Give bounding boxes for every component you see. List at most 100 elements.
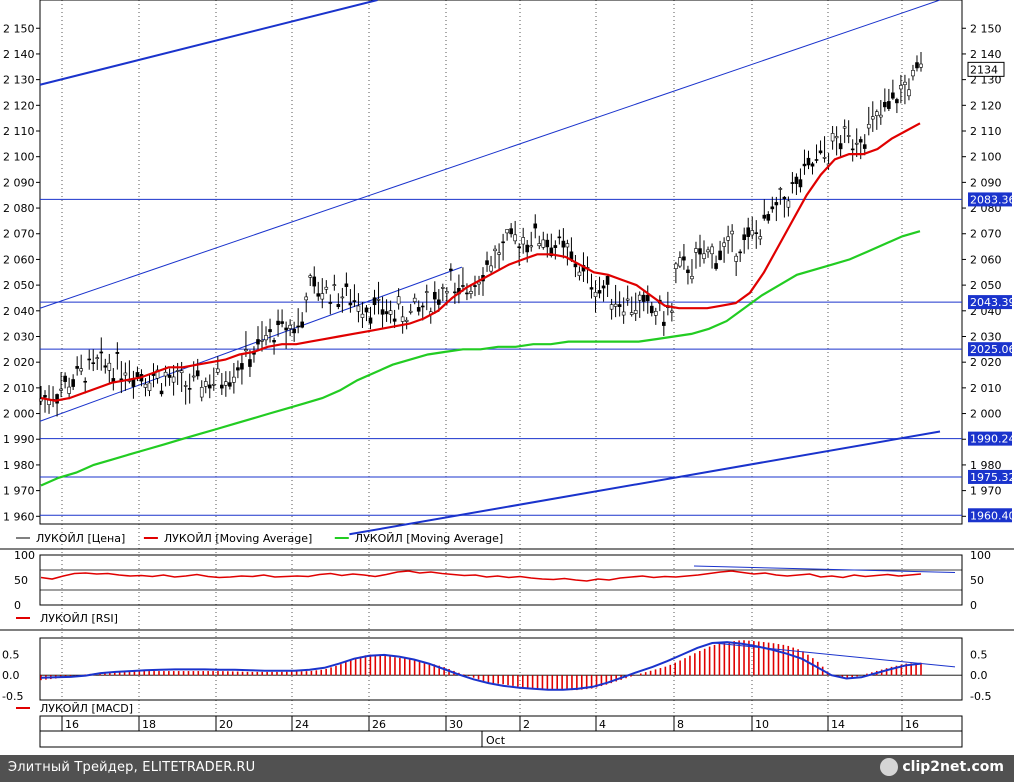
price-candle-13 <box>91 362 96 364</box>
price-candle-124 <box>537 243 542 247</box>
price-candle-57 <box>268 329 272 333</box>
price-candle-184 <box>778 188 783 190</box>
price-candle-73 <box>332 284 337 286</box>
price-candle-23 <box>131 379 136 387</box>
price-candle-209 <box>879 114 883 118</box>
price-candle-95 <box>420 305 425 308</box>
macd-ytick-left-1: 0.0 <box>2 669 20 682</box>
price-candle-149 <box>637 294 642 301</box>
price-candle-152 <box>649 305 654 314</box>
price-candle-7 <box>67 386 71 394</box>
price-candle-30 <box>159 390 164 395</box>
ytick-label-right-10: 2 060 <box>970 253 1002 266</box>
ytick-label-right-14: 2 100 <box>970 151 1002 164</box>
ytick-label-left-0: 1 960 <box>3 510 35 523</box>
trendline-0 <box>39 0 378 86</box>
price-candle-63 <box>292 328 296 334</box>
price-candle-43 <box>211 383 216 386</box>
macd-trendline <box>713 642 956 668</box>
footer-source-text: Элитный Трейдер, ELITETRADER.RU <box>8 760 256 775</box>
price-candle-103 <box>453 291 457 294</box>
price-candle-150 <box>641 294 646 302</box>
macd-ytick-right-1: 0.0 <box>970 669 988 682</box>
price-candle-166 <box>706 249 710 253</box>
price-candle-130 <box>561 240 566 248</box>
ytick-label-left-5: 2 010 <box>3 382 35 395</box>
price-candle-89 <box>396 296 401 305</box>
ytick-label-right-6: 2 020 <box>970 356 1002 369</box>
hline-label-3: 1990.24 <box>970 433 1014 446</box>
price-candle-161 <box>686 269 690 274</box>
xaxis-day-label-4: 26 <box>372 718 386 731</box>
price-candle-70 <box>320 293 325 300</box>
ytick-label-left-19: 2 150 <box>3 22 35 35</box>
price-candle-92 <box>408 310 413 313</box>
price-candle-180 <box>762 214 767 219</box>
price-candle-81 <box>364 307 369 313</box>
price-candle-127 <box>549 247 554 257</box>
price-candle-90 <box>400 316 405 322</box>
price-candle-119 <box>517 246 521 249</box>
price-candle-131 <box>565 243 570 248</box>
price-candle-47 <box>228 382 232 387</box>
xaxis-day-label-5: 30 <box>449 718 463 731</box>
legend-label-0: ЛУКОЙЛ [Цена] <box>36 532 125 545</box>
rsi-ytick-left-2: 100 <box>14 549 35 562</box>
macd-ytick-left-2: 0.5 <box>2 649 20 662</box>
rsi-ytick-right-2: 100 <box>970 549 991 562</box>
clip2net-logo[interactable]: clip2net.com <box>880 758 1004 776</box>
price-candle-71 <box>324 286 329 290</box>
price-candle-5 <box>59 388 63 391</box>
price-candle-207 <box>870 116 875 120</box>
rsi-ytick-right-1: 50 <box>970 574 984 587</box>
ytick-label-left-15: 2 110 <box>3 125 35 138</box>
price-candle-17 <box>107 362 112 371</box>
xaxis-day-label-7: 4 <box>599 718 606 731</box>
ytick-label-right-2: 1 980 <box>970 459 1002 472</box>
price-candle-146 <box>625 298 630 301</box>
price-candle-88 <box>392 318 397 322</box>
price-candle-213 <box>895 99 899 104</box>
ytick-label-right-7: 2 030 <box>970 330 1002 343</box>
price-candle-58 <box>272 340 276 343</box>
ytick-label-left-8: 2 040 <box>3 305 35 318</box>
price-candle-66 <box>304 296 309 301</box>
ytick-label-right-5: 2 010 <box>970 382 1002 395</box>
hline-label-bg-2 <box>968 342 1012 357</box>
price-candle-148 <box>633 310 638 314</box>
hline-label-5: 1960.40 <box>970 509 1014 522</box>
price-candle-94 <box>416 307 421 312</box>
price-candle-193 <box>814 159 819 161</box>
price-candle-107 <box>469 291 473 294</box>
ytick-label-left-13: 2 090 <box>3 176 35 189</box>
price-candle-51 <box>244 349 248 352</box>
price-candle-174 <box>738 251 742 254</box>
price-candle-52 <box>248 359 252 367</box>
price-candle-50 <box>240 363 244 370</box>
ytick-label-left-7: 2 030 <box>3 330 35 343</box>
price-candle-140 <box>601 285 606 289</box>
price-candle-210 <box>883 101 887 108</box>
price-candle-160 <box>682 256 686 261</box>
price-candle-84 <box>376 298 381 301</box>
price-candle-212 <box>891 92 895 99</box>
price-candle-86 <box>384 311 389 315</box>
ytick-label-left-3: 1 990 <box>3 433 35 446</box>
ytick-label-left-14: 2 100 <box>3 151 35 164</box>
price-candle-139 <box>597 290 602 294</box>
price-candle-10 <box>79 368 83 372</box>
price-candle-31 <box>163 371 168 377</box>
price-candle-4 <box>55 394 59 404</box>
price-candle-35 <box>179 370 184 374</box>
price-candle-48 <box>232 376 236 383</box>
price-candle-159 <box>678 257 682 267</box>
price-candle-109 <box>477 281 481 285</box>
ytick-label-left-17: 2 130 <box>3 74 35 87</box>
price-candle-197 <box>830 133 835 142</box>
price-candle-14 <box>95 357 100 359</box>
price-candle-55 <box>260 339 264 342</box>
price-candle-176 <box>746 227 751 237</box>
ma-green-line <box>40 230 921 487</box>
